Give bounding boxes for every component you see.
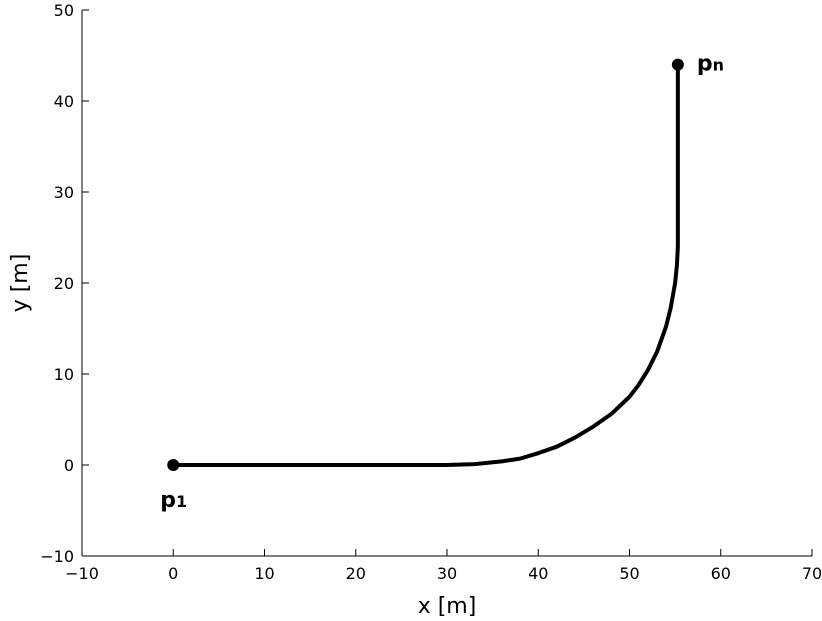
point-label: p1	[160, 488, 187, 513]
x-tick-label: 0	[168, 564, 178, 583]
y-tick-label: 10	[54, 365, 74, 384]
x-tick-label: 60	[711, 564, 731, 583]
y-ticks: −10 0 10 20 30 40 50	[40, 1, 89, 566]
point-marker	[167, 459, 180, 471]
point-label: pn	[697, 52, 724, 77]
x-tick-label: 50	[619, 564, 639, 583]
x-tick-label: 20	[346, 564, 366, 583]
y-tick-label: 50	[54, 1, 74, 20]
point-markers: p1 pn	[160, 52, 724, 513]
y-tick-label: 30	[54, 183, 74, 202]
x-tick-label: 70	[802, 564, 822, 583]
y-tick-label: 0	[64, 456, 74, 475]
x-ticks: −10 0 10 20 30 40 50 60 70	[65, 549, 822, 583]
x-tick-label: 40	[528, 564, 548, 583]
x-tick-label: 30	[437, 564, 457, 583]
y-tick-label: −10	[40, 547, 74, 566]
x-tick-label: −10	[65, 564, 99, 583]
x-tick-label: 10	[254, 564, 274, 583]
axes	[81, 10, 812, 557]
y-tick-label: 40	[54, 92, 74, 111]
x-axis-label: x [m]	[418, 594, 477, 619]
y-tick-label: 20	[54, 274, 74, 293]
point-marker	[671, 58, 684, 71]
y-axis-label: y [m]	[8, 254, 33, 313]
trajectory-line	[171, 62, 680, 467]
